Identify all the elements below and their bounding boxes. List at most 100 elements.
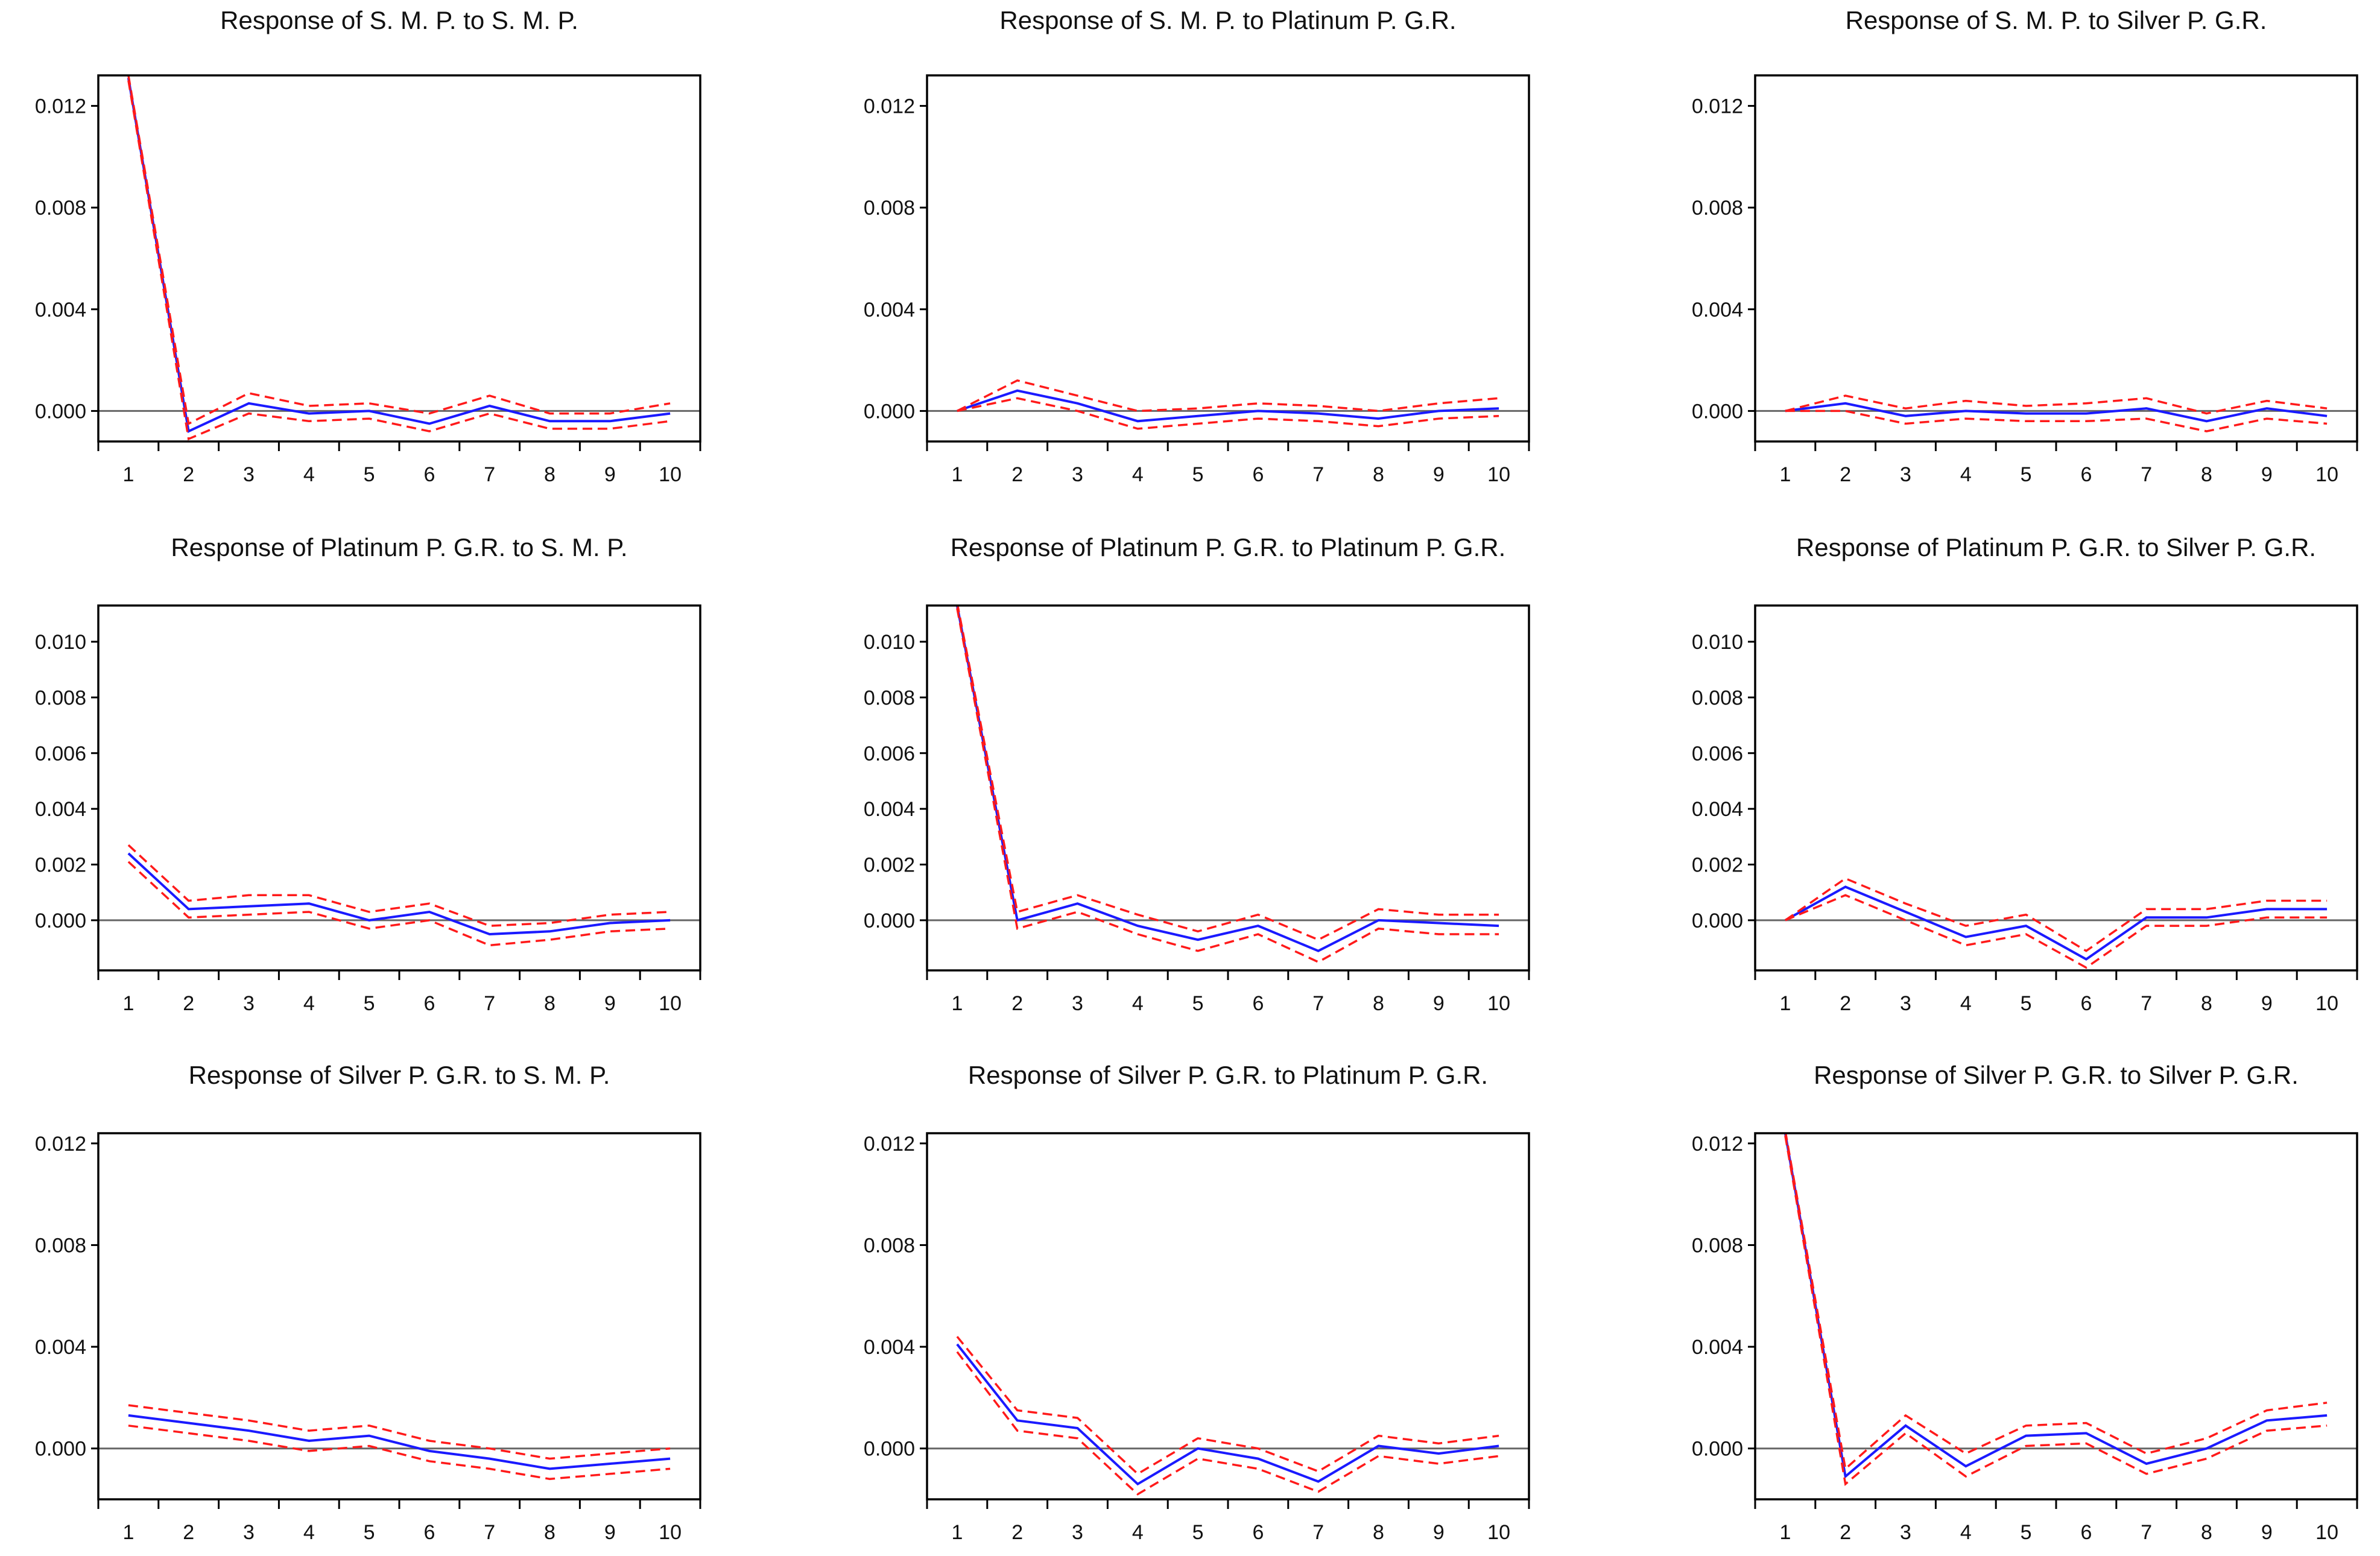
x-tick-label: 2 <box>183 992 194 1015</box>
y-tick-label: 0.012 <box>864 95 915 118</box>
y-tick-label: 0.000 <box>35 400 86 423</box>
lower-band-line <box>1785 410 2328 432</box>
response-line <box>127 852 671 936</box>
y-tick-label: 0.002 <box>1692 854 1743 877</box>
y-tick-label: 0.002 <box>35 854 86 877</box>
x-tick-label: 2 <box>183 463 194 486</box>
x-tick-label: 10 <box>1487 463 1510 486</box>
x-tick-label: 7 <box>484 1521 495 1544</box>
y-tick-label: 0.000 <box>864 1438 915 1461</box>
plot-frame <box>926 1132 1530 1501</box>
y-tick-label: 0.012 <box>1692 1133 1743 1156</box>
x-tick-label: 9 <box>604 1521 616 1544</box>
y-tick-label: 0.004 <box>1692 299 1743 321</box>
upper-band-line <box>1785 394 2328 415</box>
x-tick-label: 5 <box>1192 463 1204 486</box>
x-tick-label: 2 <box>1011 463 1023 486</box>
chart-panel-4: Response of Platinum P. G.R. to S. M. P.… <box>35 533 701 1015</box>
upper-band-line <box>1784 877 2328 952</box>
x-tick-label: 7 <box>2141 1521 2152 1544</box>
response-line <box>956 1343 1499 1486</box>
chart-panel-3: Response of S. M. P. to Silver P. G.R. 0.… <box>1692 6 2358 486</box>
x-tick-label: 7 <box>484 992 495 1015</box>
upper-band-line <box>128 1404 671 1460</box>
x-tick-label: 3 <box>1072 992 1083 1015</box>
chart-title: Response of Platinum P. G.R. to Platinum… <box>951 533 1506 561</box>
x-tick-label: 6 <box>2080 1521 2092 1544</box>
y-tick-label: 0.008 <box>864 1234 915 1257</box>
chart-panel-5: Response of Platinum P. G.R. to Platinum… <box>864 533 1530 1015</box>
x-tick-label: 10 <box>659 463 682 486</box>
x-tick-label: 6 <box>1252 463 1264 486</box>
y-tick-label: 0.006 <box>864 742 915 765</box>
y-tick-label: 0.010 <box>35 631 86 654</box>
plot-frame <box>1754 604 2358 972</box>
upper-band-line <box>127 844 671 927</box>
plot-frame <box>926 74 1530 443</box>
chart-panel-1: Response of S. M. P. to S. M. P. 0.000 0.0… <box>35 6 701 486</box>
y-tick-label: 0.004 <box>864 299 915 321</box>
x-tick-label: 10 <box>1487 992 1510 1015</box>
x-tick-label: 1 <box>1779 1521 1791 1544</box>
x-tick-label: 1 <box>951 1521 963 1544</box>
response-line <box>127 77 671 434</box>
y-tick-label: 0.012 <box>864 1133 915 1156</box>
y-tick-label: 0.010 <box>864 631 915 654</box>
x-tick-label: 3 <box>243 992 255 1015</box>
response-line <box>128 1414 671 1470</box>
chart-title: Response of Platinum P. G.R. to S. M. P. <box>171 533 627 561</box>
x-tick-label: 8 <box>1373 463 1384 486</box>
x-tick-label: 4 <box>1960 992 1972 1015</box>
upper-band-line <box>957 606 1499 941</box>
x-tick-label: 4 <box>303 463 315 486</box>
chart-panel-9: Response of Silver P. G.R. to Silver P. … <box>1692 1061 2358 1544</box>
y-tick-label: 0.012 <box>1692 95 1743 118</box>
y-tick-label: 0.004 <box>864 798 915 821</box>
x-tick-label: 3 <box>243 463 255 486</box>
y-tick-label: 0.008 <box>1692 686 1743 709</box>
x-tick-label: 7 <box>2141 463 2152 486</box>
chart-title: Response of Silver P. G.R. to Platinum P… <box>968 1061 1488 1089</box>
x-tick-label: 5 <box>1192 1521 1204 1544</box>
y-tick-label: 0.002 <box>864 854 915 877</box>
x-tick-label: 8 <box>1373 992 1384 1015</box>
x-tick-label: 1 <box>122 1521 134 1544</box>
x-tick-label: 1 <box>122 463 134 486</box>
x-tick-label: 9 <box>2261 463 2273 486</box>
x-tick-label: 5 <box>2021 992 2032 1015</box>
response-line <box>957 389 1499 423</box>
x-tick-label: 10 <box>2315 992 2338 1015</box>
y-tick-label: 0.008 <box>35 686 86 709</box>
x-tick-label: 6 <box>423 463 435 486</box>
lower-band-line <box>957 397 1499 430</box>
lower-band-line <box>128 1425 671 1481</box>
x-tick-label: 5 <box>364 1521 375 1544</box>
x-tick-label: 4 <box>1132 1521 1144 1544</box>
lower-band-line <box>1785 894 2328 969</box>
y-tick-label: 0.008 <box>35 1234 86 1257</box>
upper-band-line <box>957 379 1499 413</box>
chart-panel-7: Response of Silver P. G.R. to S. M. P. 0.… <box>35 1061 701 1544</box>
x-tick-label: 4 <box>303 992 315 1015</box>
plot-frame <box>1754 74 2358 443</box>
response-line <box>1785 402 2328 423</box>
x-tick-label: 1 <box>1779 992 1791 1015</box>
lower-band-line <box>127 80 671 441</box>
x-tick-label: 7 <box>2141 992 2152 1015</box>
plot-frame <box>97 74 701 443</box>
y-tick-label: 0.000 <box>35 909 86 932</box>
x-tick-label: 9 <box>2261 992 2273 1015</box>
lower-band-line <box>956 608 1499 964</box>
x-tick-label: 6 <box>423 992 435 1015</box>
y-tick-label: 0.004 <box>1692 798 1743 821</box>
x-tick-label: 10 <box>659 992 682 1015</box>
x-tick-label: 6 <box>1252 992 1264 1015</box>
x-tick-label: 9 <box>604 463 616 486</box>
x-tick-label: 7 <box>484 463 495 486</box>
x-tick-label: 8 <box>2201 463 2212 486</box>
y-tick-label: 0.004 <box>1692 1336 1743 1359</box>
x-tick-label: 3 <box>243 1521 255 1544</box>
y-tick-label: 0.000 <box>864 909 915 932</box>
x-tick-label: 8 <box>544 992 555 1015</box>
